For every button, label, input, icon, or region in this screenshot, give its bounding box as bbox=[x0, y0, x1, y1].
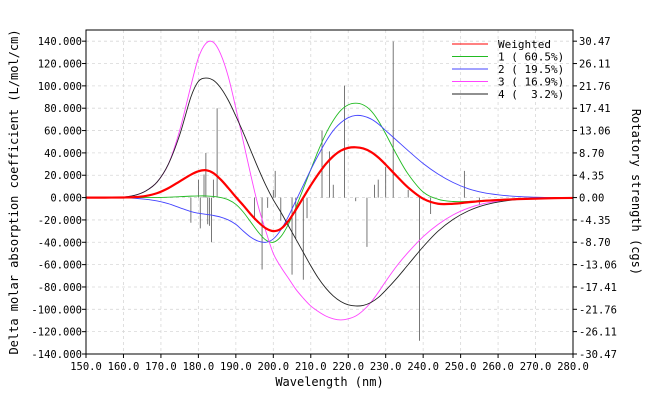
x-tick-label: 250.0 bbox=[445, 361, 477, 373]
y2-tick-label: 0.00 bbox=[579, 193, 604, 205]
y-tick-label: 120.000 bbox=[38, 59, 82, 71]
y2-tick-label: 30.47 bbox=[579, 36, 611, 48]
y-tick-label: -100.000 bbox=[31, 304, 82, 316]
y-tick-label: 80.000 bbox=[44, 103, 82, 115]
y-tick-label: -120.000 bbox=[31, 327, 82, 339]
y2-tick-label: 21.76 bbox=[579, 81, 611, 93]
x-tick-label: 160.0 bbox=[108, 361, 140, 373]
y2-tick-label: 26.11 bbox=[579, 59, 611, 71]
y2-tick-label: 17.41 bbox=[579, 103, 611, 115]
y2-axis-ticks: 30.47 26.11 21.76 17.41 13.06 8.70 4.35 0.00 -4.… bbox=[573, 36, 617, 361]
x-tick-label: 180.0 bbox=[183, 361, 215, 373]
y-tick-label: 100.000 bbox=[38, 81, 82, 93]
x-tick-label: 200.0 bbox=[258, 361, 290, 373]
y2-tick-label: 8.70 bbox=[579, 148, 604, 160]
y2-tick-label: -21.76 bbox=[579, 304, 617, 316]
x-tick-label: 280.0 bbox=[557, 361, 589, 373]
y-tick-label: -20.000 bbox=[38, 215, 82, 227]
series-line-4 bbox=[85, 77, 574, 307]
y-tick-label: -60.000 bbox=[38, 260, 82, 272]
x-tick-label: 240.0 bbox=[407, 361, 439, 373]
series-line-1 bbox=[86, 102, 574, 243]
y2-tick-label: -17.41 bbox=[579, 282, 617, 294]
x-tick-label: 170.0 bbox=[145, 361, 177, 373]
x-tick-label: 190.0 bbox=[220, 361, 252, 373]
y2-tick-label: -4.35 bbox=[579, 215, 611, 227]
y-tick-label: -40.000 bbox=[38, 237, 82, 249]
y-tick-label: 40.000 bbox=[44, 148, 82, 160]
series-line-3 bbox=[85, 40, 574, 321]
y-tick-label: 60.000 bbox=[44, 126, 82, 138]
legend-label: Weighted bbox=[498, 38, 551, 51]
series-lines bbox=[85, 40, 574, 321]
y2-tick-label: 4.35 bbox=[579, 170, 604, 182]
rotatory-strength-sticks bbox=[190, 41, 480, 341]
series-line-2 bbox=[85, 114, 574, 243]
y2-tick-label: -8.70 bbox=[579, 237, 611, 249]
y-axis-ticks: 140.000 120.000 100.000 80.000 60.000 40.000 2… bbox=[31, 36, 86, 361]
y2-tick-label: -26.11 bbox=[579, 327, 617, 339]
legend-label: 2 ( 19.5%) bbox=[498, 63, 564, 76]
y-tick-label: -140.000 bbox=[31, 349, 82, 361]
x-axis-ticks: 150.0 160.0 170.0 180.0 190.0 200.0 210.0 220.0… bbox=[70, 354, 589, 373]
legend-label: 1 ( 60.5%) bbox=[498, 51, 564, 64]
y-tick-label: -80.000 bbox=[38, 282, 82, 294]
plot-frame bbox=[85, 29, 574, 355]
x-axis-title: Wavelength (nm) bbox=[275, 375, 383, 389]
x-tick-label: 230.0 bbox=[370, 361, 402, 373]
y-tick-label: 0.000 bbox=[50, 193, 82, 205]
y2-tick-label: -13.06 bbox=[579, 260, 617, 272]
x-tick-label: 270.0 bbox=[520, 361, 552, 373]
y2-tick-label: 13.06 bbox=[579, 126, 611, 138]
x-tick-label: 260.0 bbox=[482, 361, 514, 373]
series-line-0 bbox=[85, 146, 574, 233]
y-axis-title: Delta molar absorption coefficient (L/mo… bbox=[7, 29, 21, 354]
y-tick-label: 140.000 bbox=[38, 36, 82, 48]
y2-axis-title: Rotatory strength (cgs) bbox=[629, 109, 643, 275]
x-tick-label: 220.0 bbox=[332, 361, 364, 373]
y2-tick-label: -30.47 bbox=[579, 349, 617, 361]
legend-label: 4 ( 3.2%) bbox=[498, 88, 564, 101]
x-tick-label: 210.0 bbox=[295, 361, 327, 373]
legend-label: 3 ( 16.9%) bbox=[498, 76, 564, 89]
y-tick-label: 20.000 bbox=[44, 170, 82, 182]
x-tick-label: 150.0 bbox=[70, 361, 102, 373]
